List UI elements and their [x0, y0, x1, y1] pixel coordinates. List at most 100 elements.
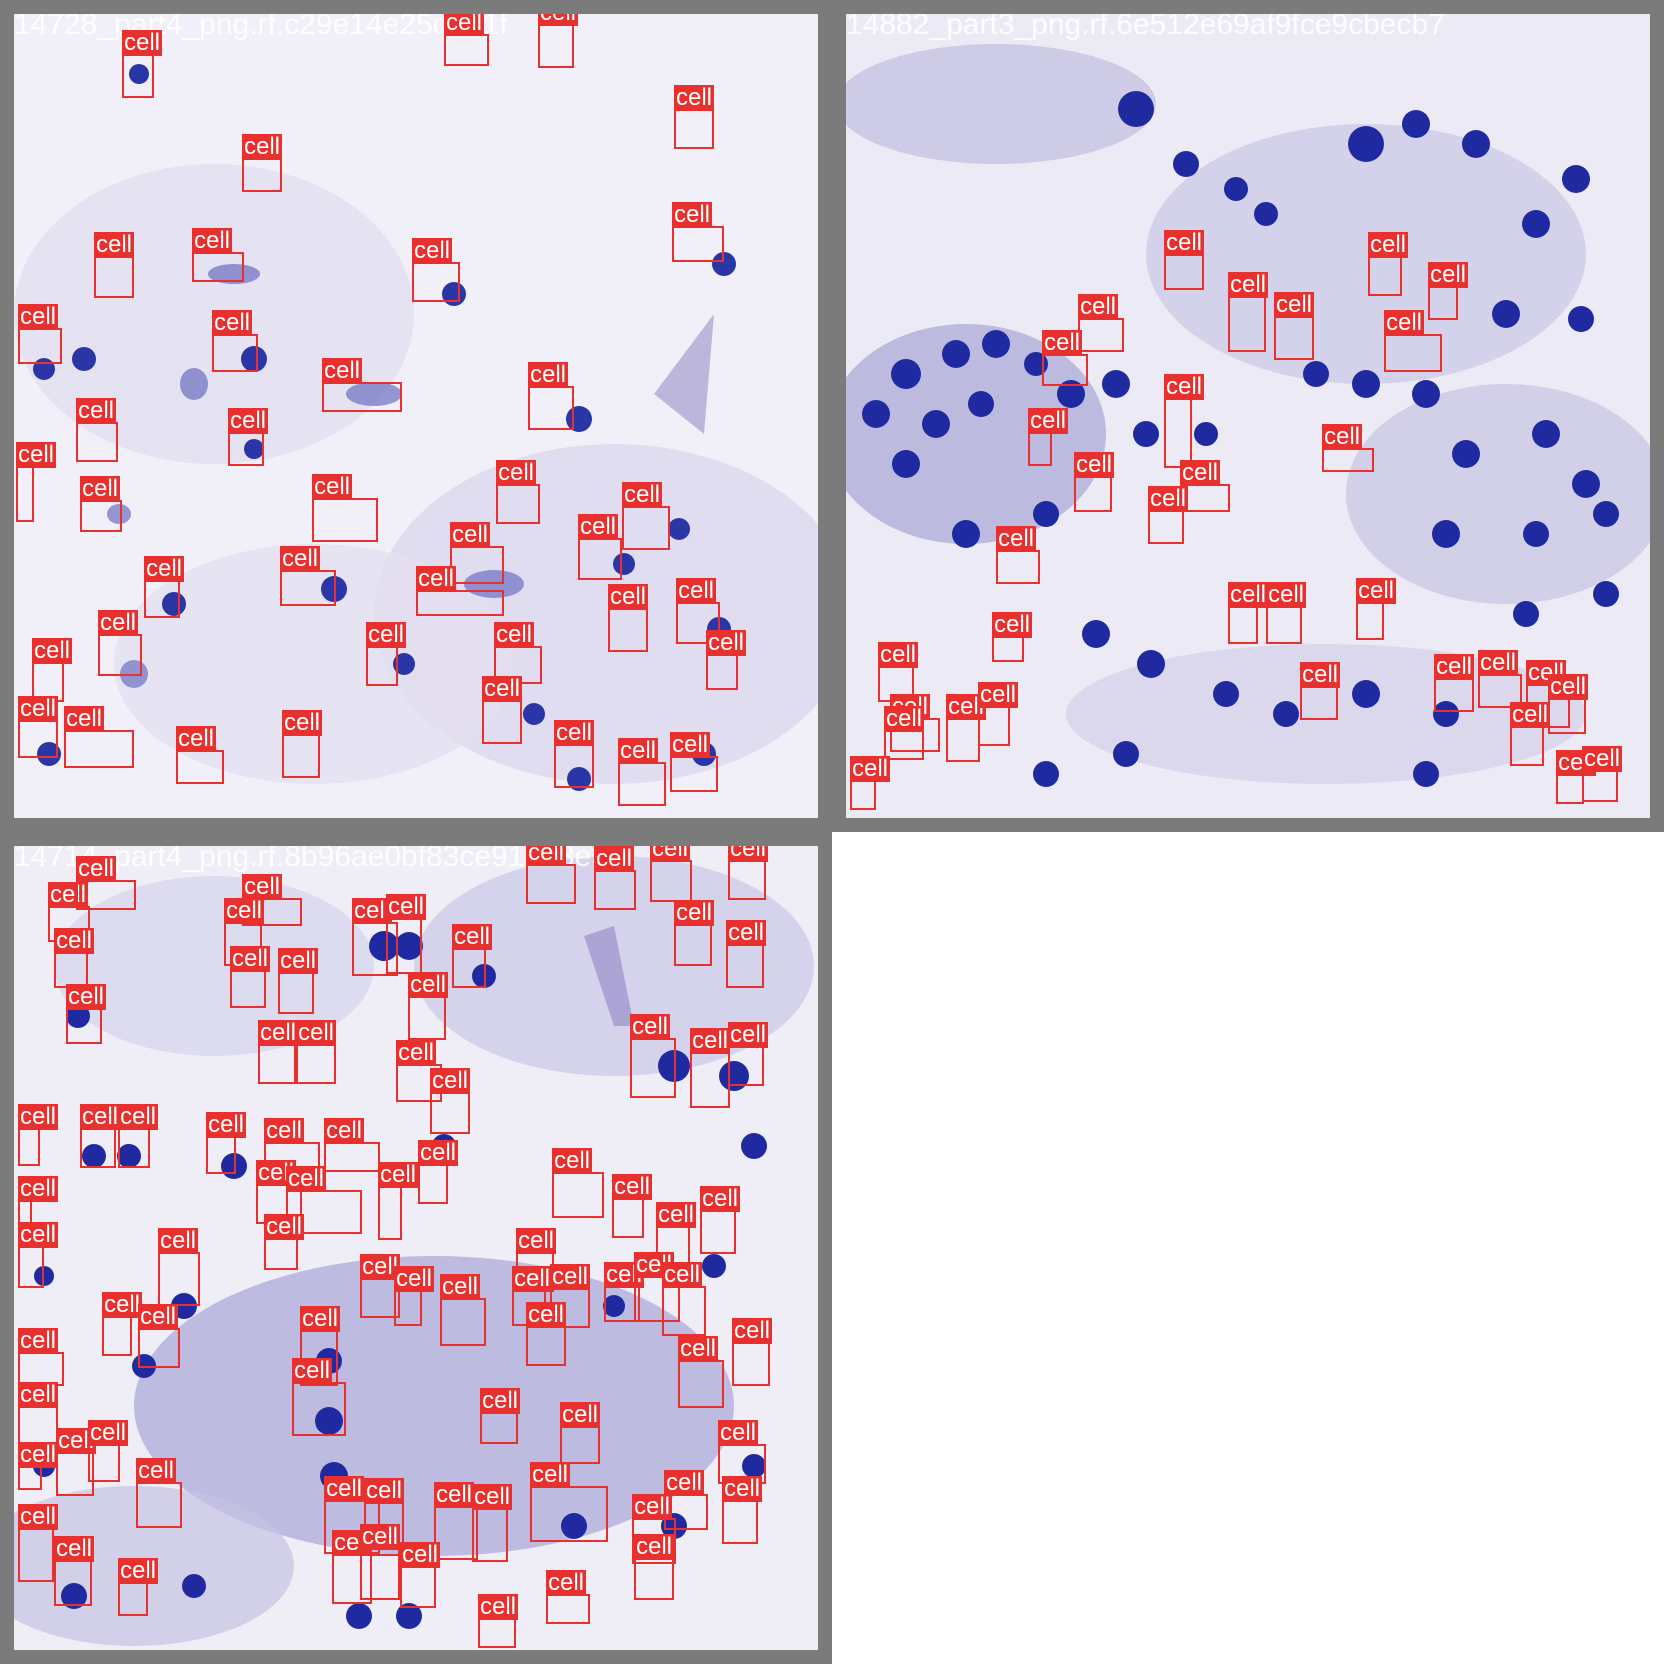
detection-box: cell	[212, 310, 258, 372]
detection-box: cell	[618, 738, 666, 806]
detection-box: cell	[18, 1176, 59, 1234]
detection-box: cell	[18, 1382, 59, 1446]
detection-box: cell	[452, 924, 493, 988]
detection-box: cell	[728, 1022, 769, 1086]
detection-box: cell	[324, 1476, 380, 1554]
detection-box: cell	[608, 584, 649, 652]
empty-cell	[832, 832, 1664, 1664]
detection-box: cell	[622, 482, 670, 550]
detection-box: cell	[16, 442, 57, 522]
detection-box: cell	[550, 1264, 591, 1328]
detection-box: cell	[978, 682, 1019, 746]
detection-box: cell	[440, 1274, 486, 1346]
detection-box: cell	[1510, 702, 1551, 766]
detection-box: cell	[192, 228, 244, 282]
detection-box: cell	[1478, 650, 1522, 708]
detection-box: cell	[1228, 582, 1269, 644]
detection-box: cell	[480, 1388, 521, 1444]
detection-box: cell	[674, 85, 715, 149]
detection-box: cell	[88, 1420, 129, 1482]
detection-box: cell	[76, 856, 136, 910]
detection-box: cell	[1228, 272, 1269, 352]
detection-box: cell	[258, 1020, 299, 1084]
detection-box: cell	[946, 694, 987, 762]
detection-box: cell	[1300, 662, 1341, 720]
detection-box: cell	[650, 846, 692, 902]
detection-box: cell	[176, 726, 224, 784]
detection-box: cell	[678, 1336, 724, 1408]
detection-box: cell	[324, 1118, 380, 1172]
detection-box: cell	[118, 1104, 159, 1168]
detection-box: cell	[94, 232, 135, 298]
detection-box: cell	[1428, 262, 1469, 320]
detection-box: cell	[64, 706, 134, 768]
detection-box: cell	[1582, 746, 1623, 802]
detection-box: cell	[418, 1140, 459, 1204]
detection-box: cell	[282, 710, 323, 778]
detection-box: cell	[118, 1558, 159, 1616]
detection-box: cell	[578, 514, 622, 580]
detection-box: cell	[158, 1228, 200, 1306]
detection-box: cell	[386, 894, 427, 974]
detection-box: cell	[528, 362, 574, 430]
detection-box: cell	[242, 134, 283, 192]
detection-box: cell	[478, 1594, 519, 1648]
detection-box: cell	[18, 1222, 59, 1288]
detection-box: cell	[496, 460, 540, 524]
detection-box: cell	[656, 1202, 697, 1264]
detection-box: cell	[878, 642, 919, 702]
detection-box: cell	[360, 1254, 401, 1318]
detection-box: cell	[1356, 578, 1397, 640]
detection-box: cell	[992, 612, 1033, 662]
detection-box: cell	[1042, 330, 1088, 386]
detection-box: cell	[224, 898, 265, 966]
detection-box: cell	[312, 474, 378, 542]
detection-box: cell	[296, 1020, 337, 1084]
detection-box: cell	[630, 1014, 676, 1098]
detection-box: cell	[884, 706, 925, 760]
detection-box: cell	[850, 756, 891, 810]
detection-box: cell	[230, 946, 271, 1008]
detection-box: cell	[18, 1328, 64, 1386]
detection-box: cell	[538, 14, 579, 68]
detection-box: cell	[1074, 452, 1115, 512]
detection-box: cell	[672, 202, 724, 262]
detection-box: cell	[292, 1358, 346, 1436]
detection-box: cell	[242, 874, 302, 926]
detection-box: cell	[206, 1112, 247, 1174]
image-tile-1: 14728_part4_png.rf.c29e14e25d9a1f cell c…	[0, 0, 832, 832]
detection-box: cell	[430, 1068, 471, 1134]
detection-box: cell	[718, 1420, 766, 1484]
detection-box: cell	[144, 556, 185, 618]
detection-box: cell	[76, 398, 118, 462]
detection-box: cell	[560, 1402, 601, 1464]
detection-box: cell	[728, 846, 769, 900]
tile-filename: 14728_part4_png.rf.c29e14e25d9a1f	[14, 8, 508, 41]
detection-box: cell	[674, 900, 715, 966]
detection-box: cell	[526, 846, 576, 904]
detection-box: cell	[634, 1534, 675, 1600]
detection-box: cell	[1028, 408, 1069, 466]
detection-box: cell	[322, 358, 402, 412]
detection-box: cell	[1078, 294, 1124, 352]
detection-box: cell	[732, 1318, 773, 1386]
detection-box: cell	[280, 546, 336, 606]
detection-box: cell	[1266, 582, 1307, 644]
detection-box: cell	[700, 1186, 741, 1254]
detection-box: cell	[66, 984, 107, 1044]
detection-box: cell	[18, 1504, 59, 1582]
detection-box: cell	[450, 522, 504, 584]
detection-box: cell	[378, 1162, 419, 1240]
detection-box: cell	[1556, 750, 1597, 804]
detection-box: cell	[18, 1442, 59, 1490]
detection-box: cell	[670, 732, 718, 792]
detection-box: cell	[400, 1542, 441, 1608]
detection-box: cell	[1384, 310, 1442, 372]
detection-box: cell	[530, 1462, 608, 1542]
detection-box: cell	[360, 1524, 401, 1600]
detection-box: cell	[278, 948, 319, 1014]
micrograph-3	[14, 846, 818, 1650]
detection-box: cell	[1164, 230, 1205, 290]
detection-box: cell	[996, 526, 1040, 584]
detection-box: cell	[32, 638, 73, 702]
